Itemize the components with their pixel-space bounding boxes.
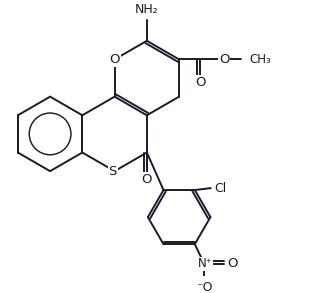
Text: O: O bbox=[109, 53, 120, 66]
Text: Cl: Cl bbox=[214, 182, 227, 195]
Text: ⁻O: ⁻O bbox=[196, 281, 213, 293]
Text: O: O bbox=[227, 258, 238, 270]
Text: O: O bbox=[141, 173, 152, 186]
Text: S: S bbox=[109, 165, 117, 178]
Text: O: O bbox=[195, 76, 205, 89]
Text: O: O bbox=[219, 53, 229, 66]
Text: N⁺: N⁺ bbox=[198, 258, 213, 270]
Text: NH₂: NH₂ bbox=[135, 3, 159, 16]
Text: CH₃: CH₃ bbox=[249, 53, 271, 66]
